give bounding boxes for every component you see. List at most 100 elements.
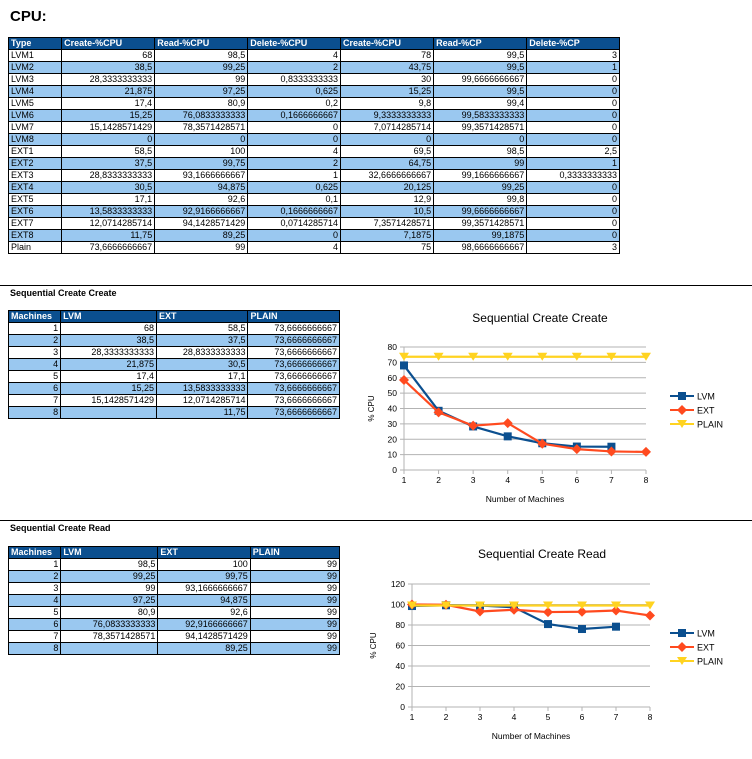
table-cell — [60, 406, 157, 419]
y-tick-label: 60 — [396, 641, 406, 651]
x-tick-label: 4 — [512, 712, 517, 722]
data-point-plain — [606, 352, 617, 361]
table-cell: 0 — [526, 121, 620, 134]
table-cell: 99,5 — [433, 85, 528, 98]
column-header: Create-%CPU — [340, 37, 435, 50]
table-cell: 5 — [7, 606, 62, 619]
create-read-table: Machines LVM EXT PLAIN 1 98,5 100 99 2 99,25 99,75… — [7, 546, 341, 655]
table-cell: 7,0714285714 — [340, 121, 435, 134]
data-point-plain — [468, 352, 479, 361]
table-cell: 99,1666666667 — [433, 169, 528, 182]
section-title: Sequential Create Create — [10, 288, 117, 298]
table-cell: 3 — [7, 582, 62, 595]
data-point-ext — [433, 407, 444, 418]
y-tick-label: 40 — [396, 661, 406, 671]
x-tick-label: 1 — [402, 475, 407, 485]
table-cell: 12,0714285714 — [61, 217, 156, 230]
table-row: 8 89,25 99 — [7, 642, 341, 655]
table-row: 6 76,0833333333 92,9166666667 99 — [7, 618, 341, 631]
data-point-ext — [543, 607, 553, 618]
legend-marker — [677, 657, 687, 665]
table-cell: 1 — [7, 322, 62, 335]
table-cell: 99,8 — [433, 193, 528, 206]
table-cell: 28,3333333333 — [61, 73, 156, 86]
table-cell: 15,1428571429 — [61, 121, 156, 134]
legend-label: EXT — [697, 643, 715, 653]
x-tick-label: 3 — [478, 712, 483, 722]
data-point-ext — [468, 420, 479, 431]
table-cell: 0 — [247, 121, 342, 134]
data-point-plain — [433, 352, 444, 361]
data-point-ext — [399, 375, 409, 386]
table-cell: 78,3571428571 — [154, 121, 249, 134]
table-row: LVM5 17,4 80,9 0,2 9,8 99,4 0 — [7, 97, 620, 110]
table-cell: 99 — [154, 73, 249, 86]
data-point-ext — [641, 446, 651, 457]
table-row: LVM2 38,5 99,25 2 43,75 99,5 1 — [7, 61, 620, 74]
table-cell: EXT4 — [7, 181, 63, 194]
chart-title: Sequential Create Read — [478, 547, 606, 561]
x-tick-label: 6 — [580, 712, 585, 722]
x-tick-label: 2 — [436, 475, 441, 485]
table-cell: 80,9 — [154, 97, 249, 110]
table-cell: 94,1428571429 — [157, 630, 251, 643]
table-row: LVM3 28,3333333333 99 0,8333333333 30 99,6666… — [7, 73, 620, 86]
column-header: PLAIN — [247, 310, 340, 323]
data-point-lvm — [400, 361, 408, 370]
table-cell: 99 — [249, 618, 341, 631]
table-cell: 64,75 — [340, 157, 435, 170]
table-row: LVM6 15,25 76,0833333333 0,1666666667 9,3333… — [7, 109, 620, 122]
table-cell: 0 — [247, 133, 342, 146]
x-axis-label: Number of Machines — [486, 494, 564, 504]
table-cell: 7,3571428571 — [340, 217, 435, 230]
table-cell: 99,5 — [433, 61, 528, 74]
table-cell: 2,5 — [526, 145, 620, 158]
table-cell: 99,25 — [60, 570, 159, 583]
legend-label: LVM — [697, 392, 715, 402]
table-row: LVM8 0 0 0 0 0 0 — [7, 133, 620, 146]
table-cell: 0 — [433, 133, 528, 146]
column-header: Delete-%CP — [526, 37, 620, 50]
x-tick-label: 2 — [444, 712, 449, 722]
table-cell: 3 — [7, 346, 62, 359]
data-point-plain — [641, 352, 651, 361]
table-cell: 0,625 — [247, 85, 342, 98]
table-cell: LVM8 — [7, 133, 63, 146]
table-cell: 98,5 — [433, 145, 528, 158]
table-cell: 1 — [526, 157, 620, 170]
table-cell: 99 — [249, 582, 341, 595]
table-cell: 15,25 — [340, 85, 435, 98]
data-point-lvm — [612, 622, 620, 631]
table-cell: 10,5 — [340, 205, 435, 218]
table-cell: 73,6666666667 — [247, 406, 340, 419]
column-header: LVM — [60, 310, 157, 323]
table-cell: 100 — [157, 558, 251, 571]
data-point-lvm — [544, 620, 552, 629]
table-cell: 0,8333333333 — [247, 73, 342, 86]
table-row: LVM1 68 98,5 4 78 99,5 3 — [7, 49, 620, 62]
table-cell: 43,75 — [340, 61, 435, 74]
y-tick-label: 80 — [396, 620, 406, 630]
column-header: Create-%CPU — [61, 37, 156, 50]
table-cell: 0 — [247, 229, 342, 242]
table-cell: 73,6666666667 — [247, 358, 340, 371]
table-row: 1 98,5 100 99 — [7, 558, 341, 571]
table-cell: 30 — [340, 73, 435, 86]
legend-label: LVM — [697, 629, 715, 639]
table-cell: 99,3571428571 — [433, 217, 528, 230]
table-cell: 0,0714285714 — [247, 217, 342, 230]
table-row: EXT8 11,75 89,25 0 7,1875 99,1875 0 — [7, 229, 620, 242]
table-cell: 78 — [340, 49, 435, 62]
table-row: 6 15,25 13,5833333333 73,6666666667 — [7, 382, 340, 395]
create-read-chart: Sequential Create Read 0 20 40 60 80 100 120 1 2 3… — [352, 538, 742, 750]
table-cell: 9,3333333333 — [340, 109, 435, 122]
table-cell: LVM3 — [7, 73, 63, 86]
table-header-row: Type Create-%CPU Read-%CPU Delete-%CPU Creat… — [7, 37, 620, 50]
table-cell: 0 — [61, 133, 156, 146]
table-cell: 4 — [247, 49, 342, 62]
table-cell: 78,3571428571 — [60, 630, 159, 643]
table-cell: 0 — [526, 97, 620, 110]
table-cell — [60, 642, 159, 655]
table-cell: 2 — [247, 61, 342, 74]
table-cell: LVM4 — [7, 85, 63, 98]
